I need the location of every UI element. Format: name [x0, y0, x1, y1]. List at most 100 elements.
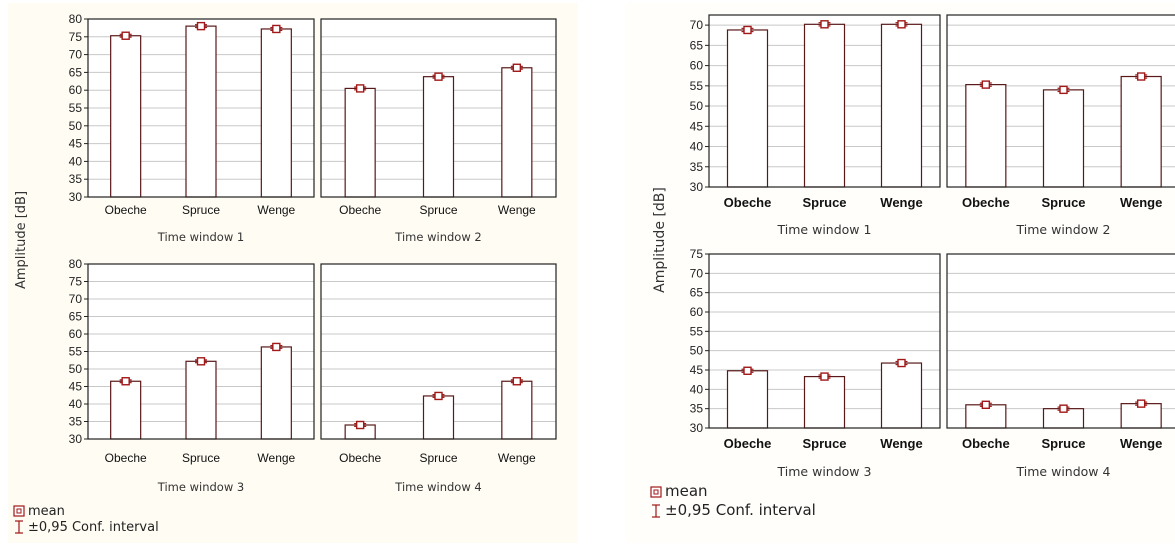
y-tick-label: 45	[69, 380, 83, 394]
mean-marker	[1059, 404, 1068, 413]
y-tick-label: 70	[69, 292, 83, 306]
y-tick-label: 50	[69, 119, 83, 133]
plot-frame	[87, 18, 315, 198]
y-tick-label: 75	[690, 247, 704, 261]
y-axis-label: Amplitude [dB]	[652, 187, 668, 293]
category-label: Spruce	[1041, 436, 1085, 451]
bar-spruce	[422, 395, 455, 440]
panel-1: 30 35 40 45 50 55 60 65 70 Obeche Spruce Wenge Time …	[690, 14, 941, 237]
y-tick-label: 30	[690, 180, 704, 194]
panel-title: Time window 1	[157, 230, 244, 244]
category-label: Obeche	[339, 203, 381, 217]
category-label: Wenge	[880, 195, 922, 210]
y-tick-label: 65	[690, 38, 704, 52]
y-tick-label: 70	[69, 48, 83, 62]
y-tick-label: 45	[690, 363, 704, 377]
panel-title: Time window 4	[1016, 464, 1111, 479]
y-tick-label: 80	[69, 12, 83, 26]
y-tick-label: 30	[690, 421, 704, 435]
figure-2: 30 35 40 45 50 55 60 65 70 Obeche Spruce Wenge Time …	[650, 14, 1175, 519]
legend-mean-icon	[13, 505, 25, 517]
mean-marker	[981, 80, 991, 89]
legend-ci-label: ±0,95 Conf. interval	[665, 501, 816, 519]
y-tick-label: 75	[69, 275, 83, 289]
plot-frame	[320, 263, 557, 440]
category-label: Obeche	[339, 451, 381, 465]
y-tick-label: 60	[690, 305, 704, 319]
plot-frame	[946, 14, 1175, 188]
panel-3: 30 35 40 45 50 55 60 65 70 75 Obeche Spruce Wenge Tim…	[690, 247, 941, 479]
mean-marker	[355, 84, 365, 93]
mean-marker	[820, 20, 829, 29]
category-label: Spruce	[1041, 195, 1085, 210]
category-label: Wenge	[498, 203, 536, 217]
plot-frame	[946, 253, 1175, 429]
plot-frame	[708, 253, 941, 429]
y-tick-label: 35	[690, 160, 704, 174]
y-tick-label: 65	[690, 286, 704, 300]
mean-marker	[196, 21, 206, 31]
legend-mean-icon-inner	[16, 508, 22, 514]
y-tick-label: 40	[690, 382, 704, 396]
legend-mean-label: mean	[665, 482, 708, 500]
y-tick-label: 70	[690, 18, 704, 32]
bar-obeche	[726, 29, 769, 188]
y-tick-label: 55	[69, 101, 83, 115]
category-label: Wenge	[257, 451, 295, 465]
panel-title: Time window 3	[157, 480, 244, 494]
mean-marker	[1136, 72, 1146, 81]
figure-1: 30 35 40 45 50 55 60 65 70 75 80 Obeche Spruce Wenge T…	[13, 12, 557, 535]
category-label: Obeche	[962, 436, 1010, 451]
mean-marker	[512, 63, 522, 72]
mean-marker	[272, 342, 281, 352]
bar-spruce	[422, 76, 455, 198]
panel-2: Obeche Spruce Wenge Time window 2	[320, 18, 557, 244]
y-tick-label: 30	[69, 190, 83, 204]
y-tick-label: 40	[69, 154, 83, 168]
category-label: Wenge	[498, 451, 536, 465]
y-tick-label: 55	[690, 79, 704, 93]
y-tick-label: 30	[69, 432, 83, 446]
bar-spruce	[803, 23, 846, 188]
y-tick-label: 55	[69, 345, 83, 359]
y-tick-label: 60	[69, 327, 83, 341]
panel-2: Obeche Spruce Wenge Time window 2	[946, 14, 1175, 237]
bar-wenge	[501, 67, 533, 198]
y-tick-label: 75	[69, 30, 83, 44]
mean-marker	[897, 20, 906, 29]
category-label: Obeche	[724, 436, 772, 451]
bar-wenge	[880, 23, 923, 188]
y-tick-label: 60	[690, 59, 704, 73]
plot-frame	[87, 263, 315, 440]
plot-area	[947, 254, 1175, 428]
legend: mean±0,95 Conf. interval	[650, 482, 816, 519]
panel-title: Time window 2	[394, 230, 481, 244]
panel-1: 30 35 40 45 50 55 60 65 70 75 80 Obeche Spruce Wenge T…	[69, 12, 315, 244]
category-label: Wenge	[257, 203, 295, 217]
panel-4: Obeche Spruce Wenge Time window 4	[320, 263, 557, 494]
mean-marker	[434, 391, 443, 401]
category-label: Obeche	[962, 195, 1010, 210]
bar-wenge	[260, 28, 292, 198]
mean-marker	[434, 72, 443, 81]
category-label: Spruce	[419, 451, 457, 465]
panel-title: Time window 1	[777, 222, 872, 237]
y-tick-label: 35	[690, 402, 704, 416]
bar-obeche	[110, 380, 142, 440]
bar-spruce	[803, 375, 846, 429]
bar-spruce	[185, 360, 217, 440]
y-tick-label: 35	[69, 415, 83, 429]
category-label: Spruce	[802, 436, 846, 451]
mean-marker	[897, 358, 906, 368]
mean-marker	[355, 420, 365, 430]
mean-marker	[743, 25, 752, 35]
mean-marker	[981, 400, 991, 409]
bar-spruce	[185, 25, 217, 198]
category-label: Wenge	[1120, 436, 1162, 451]
legend-ci-label: ±0,95 Conf. interval	[28, 520, 159, 535]
mean-marker	[121, 31, 130, 40]
category-label: Spruce	[419, 203, 457, 217]
category-label: Obeche	[105, 203, 147, 217]
mean-marker	[196, 357, 206, 366]
y-tick-label: 45	[690, 119, 704, 133]
